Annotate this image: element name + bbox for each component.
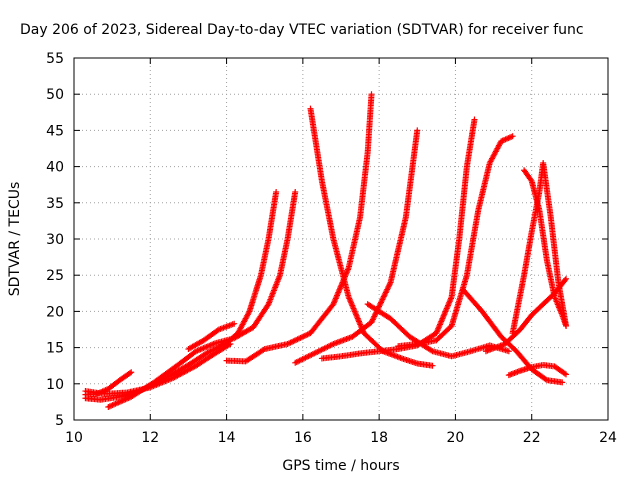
data-point [428, 347, 435, 354]
y-tick-label: 40 [46, 160, 64, 176]
series-arc-4 [105, 188, 299, 410]
data-point [429, 362, 436, 369]
x-tick-label: 24 [599, 430, 617, 446]
data-point [542, 376, 549, 383]
series-arc-11 [395, 133, 516, 350]
series-arc-16 [521, 167, 570, 329]
y-tick-label: 10 [46, 377, 64, 393]
y-tick-label: 30 [46, 232, 64, 248]
data-point [292, 188, 299, 195]
data-point [126, 370, 133, 377]
data-marks [82, 91, 570, 410]
data-point [563, 322, 570, 329]
data-point [527, 176, 534, 183]
y-axis-label: SDTVAR / TECUs [7, 182, 23, 297]
data-point [471, 116, 478, 123]
data-point [128, 369, 135, 376]
data-point [368, 91, 375, 98]
x-tick-label: 14 [218, 430, 236, 446]
series-arc-15 [505, 361, 570, 379]
data-point [561, 370, 568, 377]
plot-frame [73, 57, 609, 421]
x-axis-label: GPS time / hours [282, 458, 399, 474]
data-point [260, 346, 267, 353]
y-tick-label: 45 [46, 123, 64, 139]
x-tick-label: 16 [294, 430, 312, 446]
x-tick-label: 20 [447, 430, 465, 446]
y-tick-label: 15 [46, 341, 64, 357]
x-tick-label: 22 [523, 430, 541, 446]
data-point [559, 379, 566, 386]
data-point [505, 348, 512, 355]
data-point [563, 275, 570, 282]
series-arc-9 [318, 116, 478, 362]
y-tick-label: 20 [46, 304, 64, 320]
chart-title: Day 206 of 2023, Sidereal Day-to-day VTE… [20, 22, 584, 38]
data-point [273, 188, 280, 195]
series-arc-13 [482, 275, 570, 355]
data-point [562, 277, 569, 284]
x-tick-label: 12 [141, 430, 159, 446]
series-arc-5 [185, 320, 238, 353]
data-point [509, 133, 516, 140]
y-tick-label: 5 [55, 413, 64, 429]
data-point [231, 320, 238, 327]
y-tick-label: 50 [46, 87, 64, 103]
y-tick-label: 35 [46, 196, 64, 212]
x-tick-label: 18 [370, 430, 388, 446]
y-tick-label: 55 [46, 51, 64, 67]
y-tick-label: 25 [46, 268, 64, 284]
series-arc-3 [82, 188, 280, 403]
data-point [563, 371, 570, 378]
x-tick-label: 10 [65, 430, 83, 446]
series-arc-6 [223, 91, 375, 365]
data-point [414, 127, 421, 134]
series-arc-8 [292, 127, 421, 366]
